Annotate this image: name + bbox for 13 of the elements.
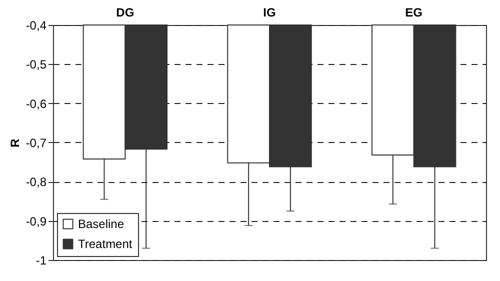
y-tick-label: -0,6 bbox=[26, 96, 47, 111]
legend-label: Baseline bbox=[78, 217, 124, 231]
x-tick-label: DG bbox=[116, 6, 134, 20]
y-tick-label: -1 bbox=[36, 254, 47, 268]
y-axis-title: R bbox=[8, 138, 22, 148]
x-tick-label: EG bbox=[405, 6, 423, 20]
y-tick-label: -0,5 bbox=[26, 58, 47, 72]
y-tick-label: -0,7 bbox=[26, 136, 47, 150]
y-tick-label: -0,8 bbox=[26, 175, 47, 190]
legend-label: Treatment bbox=[78, 237, 133, 251]
x-tick-label: IG bbox=[263, 6, 276, 20]
y-tick-label: -0,9 bbox=[26, 214, 47, 228]
y-tick-label: -0,4 bbox=[26, 18, 47, 32]
